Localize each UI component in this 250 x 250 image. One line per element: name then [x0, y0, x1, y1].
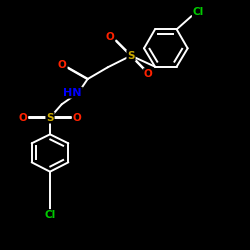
Text: S: S: [46, 113, 54, 123]
Text: HN: HN: [64, 88, 82, 98]
Text: O: O: [18, 113, 27, 123]
Text: Cl: Cl: [44, 210, 56, 220]
Text: O: O: [144, 69, 153, 79]
Text: Cl: Cl: [193, 7, 204, 17]
Text: O: O: [106, 32, 114, 42]
Text: O: O: [73, 113, 82, 123]
Text: S: S: [127, 51, 135, 61]
Text: O: O: [58, 60, 67, 70]
